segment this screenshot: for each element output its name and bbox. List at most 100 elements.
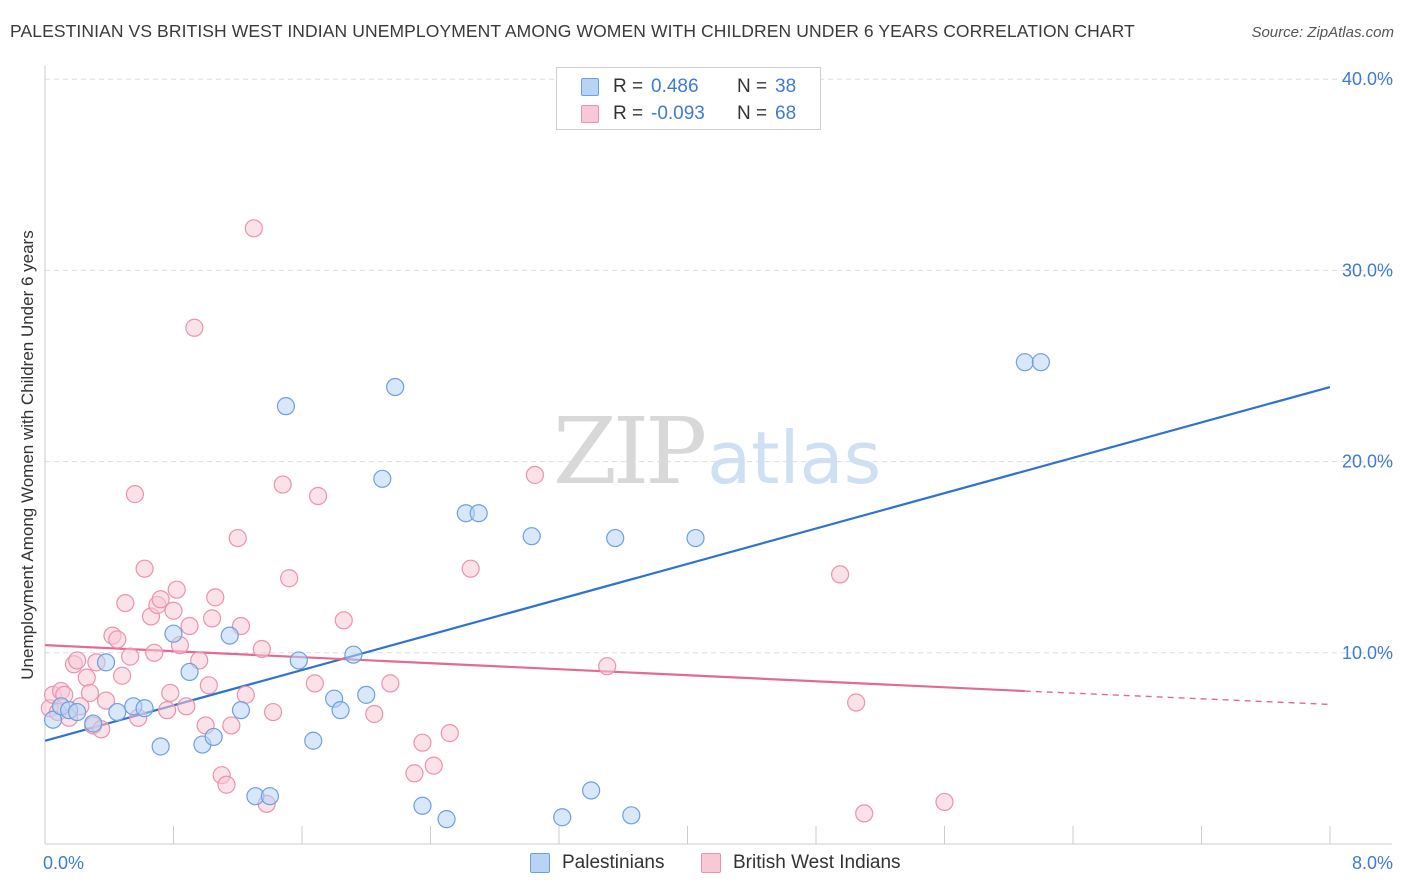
british-west-indians-trend-extension xyxy=(1024,690,1331,706)
british-west-indians-point xyxy=(236,685,255,704)
x-tick-label: 0.0% xyxy=(43,853,84,873)
data-points xyxy=(40,219,1050,829)
y-tick-label: 30.0% xyxy=(1342,260,1393,280)
pink-swatch-icon xyxy=(581,105,599,123)
blue-swatch-icon xyxy=(581,78,599,96)
legend-label: Palestinians xyxy=(562,852,665,873)
palestinians-point xyxy=(686,528,705,548)
palestinians-point xyxy=(1015,353,1034,372)
british-west-indians-point xyxy=(121,647,140,666)
palestinians-point xyxy=(43,710,63,729)
british-west-indians-point xyxy=(222,716,241,735)
palestinians-point xyxy=(582,781,601,800)
pink-swatch-icon xyxy=(701,853,721,873)
palestinians-point xyxy=(276,397,296,416)
palestinians-point xyxy=(553,808,572,827)
british-west-indians-point xyxy=(135,559,154,578)
r-label: R = xyxy=(613,76,644,97)
r-label: R = xyxy=(613,103,644,124)
r-value: -0.093 xyxy=(651,103,705,124)
n-value: 68 xyxy=(775,103,797,124)
british-west-indians-point xyxy=(847,693,866,712)
y-tick-label: 10.0% xyxy=(1342,643,1393,663)
british-west-indians-point xyxy=(202,609,222,628)
british-west-indians-point xyxy=(334,611,353,630)
british-west-indians-point xyxy=(125,485,145,504)
palestinians-point xyxy=(220,626,239,645)
british-west-indians-point xyxy=(598,657,617,676)
legend-label: British West Indians xyxy=(733,852,901,873)
axes xyxy=(44,66,1392,845)
legend-row-palestinians: R = 0.486 N = 38 xyxy=(581,74,796,100)
british-west-indians-point xyxy=(206,588,225,607)
n-label: N = xyxy=(737,103,768,124)
palestinians-point xyxy=(522,527,541,546)
palestinians-point xyxy=(331,701,350,720)
tick-labels: 10.0% 20.0% 30.0% 40.0% 0.0% 8.0% xyxy=(43,69,1393,873)
palestinians-point xyxy=(469,504,488,523)
british-west-indians-point xyxy=(244,219,263,238)
british-west-indians-point xyxy=(112,666,132,685)
watermark-zip: ZIP xyxy=(553,398,707,505)
palestinians-point xyxy=(231,701,251,720)
palestinians-point xyxy=(622,806,641,825)
palestinians-point xyxy=(386,377,405,397)
british-west-indians-point xyxy=(80,683,100,703)
british-west-indians-point xyxy=(525,465,545,485)
palestinians-point xyxy=(289,651,308,670)
british-west-indians-point xyxy=(108,630,127,649)
british-west-indians-point xyxy=(151,590,170,609)
x-tick-label: 8.0% xyxy=(1352,853,1393,873)
british-west-indians-point xyxy=(405,764,424,783)
palestinians-point xyxy=(304,731,323,750)
palestinians-point xyxy=(373,469,392,488)
british-west-indians-point xyxy=(461,559,480,578)
british-west-indians-point xyxy=(199,676,218,695)
british-west-indians-point xyxy=(164,601,183,620)
british-west-indians-point xyxy=(440,724,459,743)
british-west-indians-point xyxy=(305,674,324,693)
british-west-indians-point xyxy=(217,775,236,794)
british-west-indians-point xyxy=(263,702,283,722)
palestinians-point xyxy=(1031,353,1050,372)
y-tick-label: 40.0% xyxy=(1342,69,1393,89)
palestinians-point xyxy=(260,787,279,806)
british-west-indians-point xyxy=(77,668,96,687)
british-west-indians-point xyxy=(252,639,271,659)
british-west-indians-trend-line xyxy=(44,644,1025,693)
palestinians-point xyxy=(84,714,103,733)
british-west-indians-point xyxy=(177,697,196,716)
legend-row-british-west-indians: R = -0.093 N = 68 xyxy=(581,101,796,127)
british-west-indians-point xyxy=(161,683,180,703)
palestinians-point xyxy=(204,727,223,747)
british-west-indians-point xyxy=(935,792,954,812)
palestinians-point xyxy=(68,702,87,722)
gridlines xyxy=(45,78,1392,654)
legend-item-british-west-indians[interactable]: British West Indians xyxy=(701,852,901,874)
british-west-indians-point xyxy=(365,704,384,724)
british-west-indians-point xyxy=(424,756,443,775)
palestinians-point xyxy=(164,624,183,643)
blue-swatch-icon xyxy=(530,853,550,873)
watermark-atlas: atlas xyxy=(707,416,882,500)
british-west-indians-point xyxy=(180,616,199,636)
british-west-indians-point xyxy=(280,569,299,588)
palestinians-point xyxy=(108,702,127,722)
palestinians-point xyxy=(606,528,625,548)
british-west-indians-point xyxy=(96,691,116,710)
palestinians-point xyxy=(151,737,170,756)
palestinians-point xyxy=(135,699,154,718)
palestinians-point xyxy=(180,662,199,682)
british-west-indians-point xyxy=(855,804,874,823)
legend-item-palestinians[interactable]: Palestinians xyxy=(530,852,664,874)
palestinians-point xyxy=(357,685,376,704)
british-west-indians-point xyxy=(413,733,432,752)
british-west-indians-point xyxy=(830,565,850,584)
palestinians-point xyxy=(96,653,116,672)
r-value: 0.486 xyxy=(651,76,699,97)
british-west-indians-point xyxy=(228,528,247,548)
british-west-indians-point xyxy=(68,651,87,670)
palestinians-point xyxy=(437,810,456,829)
correlation-legend: R = 0.486 N = 38 R = -0.093 N = 68 xyxy=(556,67,821,130)
